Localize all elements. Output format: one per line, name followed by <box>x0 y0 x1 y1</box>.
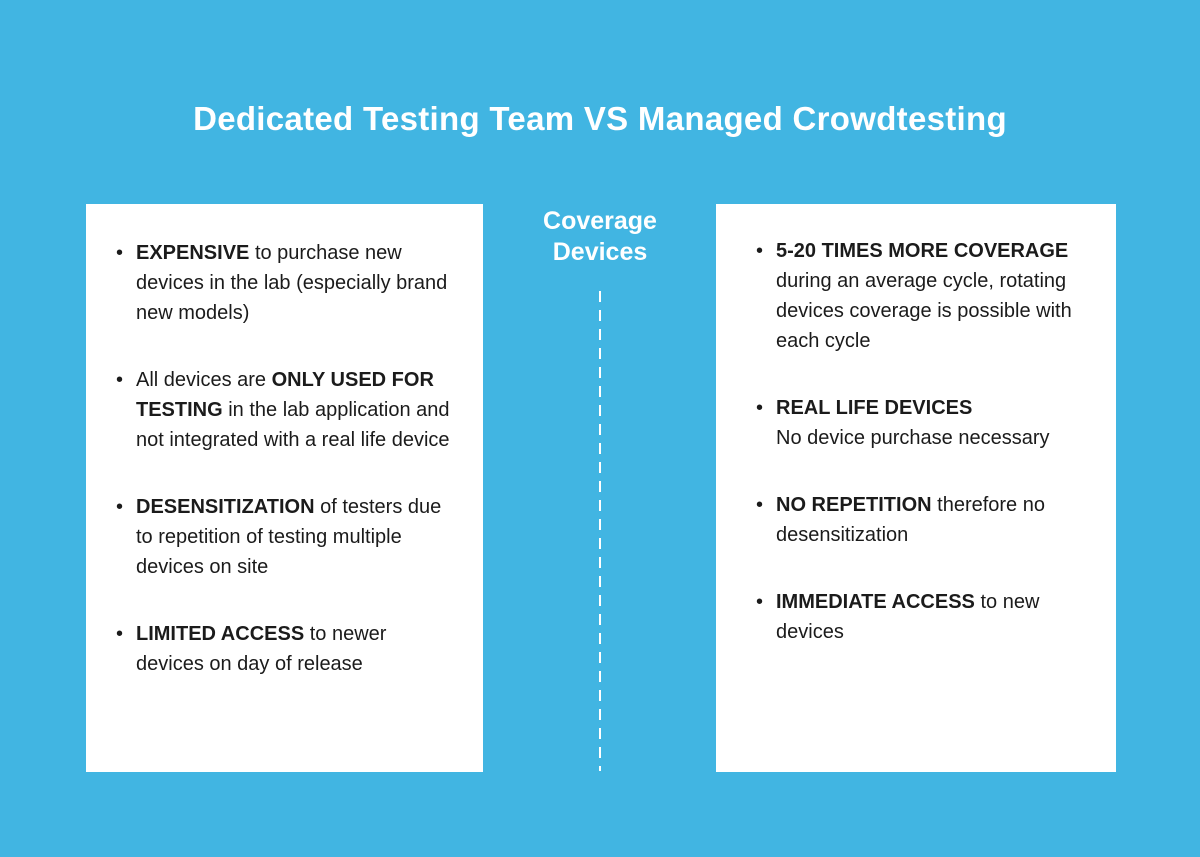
divider-dashed-line <box>599 291 601 771</box>
bullet-text: to newer devices on day of release <box>136 623 392 675</box>
bullet-item: LIMITED ACCESS to newer devices on day o… <box>114 619 453 679</box>
bullet-text: All devices are <box>136 369 272 391</box>
bullet-text: to purchase new devices in the lab (espe… <box>136 242 453 324</box>
bullet-bold-text: IMMEDIATE ACCESS <box>776 591 975 613</box>
managed-crowdtesting-list: 5-20 TIMES MORE COVERAGE during an avera… <box>754 236 1088 647</box>
bullet-item: All devices are ONLY USED FOR TESTING in… <box>114 365 453 455</box>
bullet-text: No device purchase necessary <box>776 427 1050 449</box>
bullet-item: REAL LIFE DEVICES No device purchase nec… <box>754 393 1088 453</box>
bullet-bold-text: REAL LIFE DEVICES <box>776 397 973 419</box>
bullet-text: therefore no desensitization <box>776 494 1051 546</box>
bullet-text: in the lab application and not integrate… <box>136 399 456 451</box>
bullet-text: of testers due to repetition of testing … <box>136 496 447 578</box>
bullet-bold-text: LIMITED ACCESS <box>136 623 305 645</box>
dedicated-testing-team-card: EXPENSIVE to purchase new devices in the… <box>86 204 483 772</box>
bullet-bold-text: EXPENSIVE <box>136 242 250 264</box>
bullet-item: 5-20 TIMES MORE COVERAGE during an avera… <box>754 236 1088 356</box>
bullet-item: DESENSITIZATION of testers due to repeti… <box>114 492 453 582</box>
bullet-text: to new devices <box>776 591 1045 643</box>
managed-crowdtesting-card: 5-20 TIMES MORE COVERAGE during an avera… <box>716 204 1116 772</box>
dedicated-testing-team-list: EXPENSIVE to purchase new devices in the… <box>114 238 453 679</box>
bullet-bold-text: ONLY USED FOR TESTING <box>136 369 440 421</box>
bullet-item: EXPENSIVE to purchase new devices in the… <box>114 238 453 328</box>
bullet-bold-text: 5-20 TIMES MORE COVERAGE <box>776 240 1069 262</box>
bullet-bold-text: NO REPETITION <box>776 494 932 516</box>
bullet-bold-text: DESENSITIZATION <box>136 496 315 518</box>
category-label: Coverage Devices <box>543 207 657 266</box>
bullet-text: during an average cycle, rotating device… <box>776 240 1078 352</box>
bullet-item: IMMEDIATE ACCESS to new devices <box>754 587 1088 647</box>
bullet-item: NO REPETITION therefore no desensitizati… <box>754 490 1088 550</box>
page-title: Dedicated Testing Team VS Managed Crowdt… <box>193 100 1007 138</box>
